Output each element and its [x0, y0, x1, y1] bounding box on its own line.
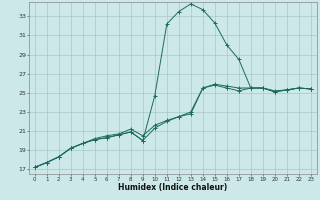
- X-axis label: Humidex (Indice chaleur): Humidex (Indice chaleur): [118, 183, 228, 192]
